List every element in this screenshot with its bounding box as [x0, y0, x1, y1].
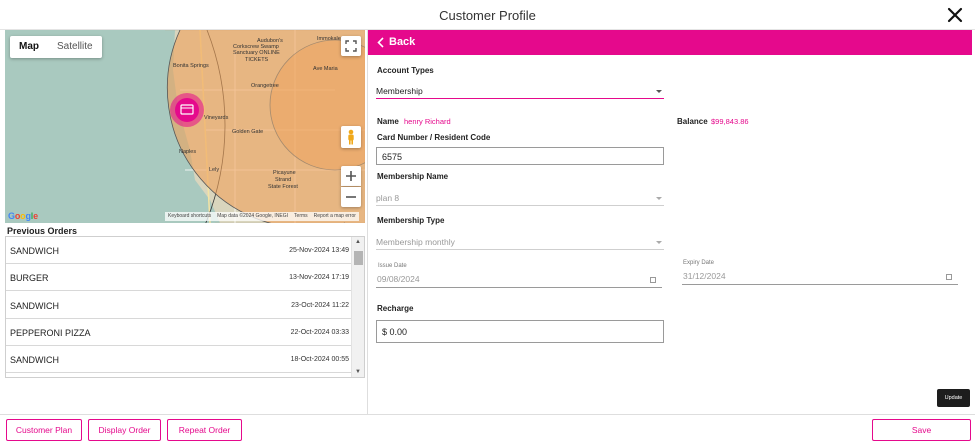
google-logo: Google: [8, 211, 38, 221]
order-row[interactable]: BURGER 13-Nov-2024 17:19: [6, 264, 351, 292]
terms-link[interactable]: Terms: [294, 213, 308, 219]
membership-name-value: plan 8: [376, 193, 400, 203]
map-label: Orangetree: [251, 83, 279, 89]
membership-type-label: Membership Type: [377, 216, 445, 225]
scrollbar-thumb[interactable]: [354, 251, 363, 265]
customer-plan-button[interactable]: Customer Plan: [6, 419, 82, 441]
back-label: Back: [389, 36, 416, 48]
dropdown-caret-icon: [656, 241, 662, 244]
previous-orders-title: Previous Orders: [7, 226, 78, 236]
calendar-icon[interactable]: [650, 277, 656, 283]
order-row[interactable]: PEPPERONI PIZZA 22-Oct-2024 03:33: [6, 319, 351, 346]
map-attribution: Keyboard shortcuts Map data ©2024 Google…: [165, 212, 359, 221]
plus-icon: [346, 171, 356, 181]
display-order-button[interactable]: Display Order: [88, 419, 161, 441]
satellite-tab[interactable]: Satellite: [57, 41, 93, 52]
scroll-down-icon[interactable]: ▼: [355, 369, 361, 375]
card-number-input[interactable]: 6575: [376, 147, 664, 165]
account-type-select[interactable]: Membership: [376, 83, 664, 99]
expiry-date-value: 31/12/2024: [683, 271, 726, 281]
membership-type-select[interactable]: Membership monthly: [376, 234, 664, 250]
issue-date-value: 09/08/2024: [377, 274, 420, 284]
map-label: Lely: [209, 167, 220, 173]
recharge-label: Recharge: [377, 304, 414, 313]
calendar-icon[interactable]: [946, 274, 952, 280]
order-date: 25-Nov-2024 13:49: [289, 247, 349, 254]
order-date: 13-Nov-2024 17:19: [289, 274, 349, 282]
back-button[interactable]: Back: [368, 30, 972, 55]
report-map-error-link[interactable]: Report a map error: [313, 213, 356, 219]
map-label: Audubon's: [257, 38, 283, 44]
modal-header: Customer Profile: [0, 0, 975, 30]
map-data-text: Map data ©2024 Google, INEGI: [217, 213, 289, 219]
order-item-name: SANDWICH: [10, 300, 59, 311]
map-label: Strand: [275, 177, 292, 183]
fullscreen-icon: [345, 40, 357, 52]
fullscreen-button[interactable]: [341, 36, 361, 56]
order-date: 23-Oct-2024 11:22: [291, 301, 349, 309]
order-row[interactable]: SANDWICH 23-Oct-2024 11:22: [6, 292, 351, 319]
minus-icon: [346, 196, 356, 198]
map-label: Golden Gate: [232, 129, 264, 135]
close-icon[interactable]: [945, 5, 965, 25]
card-number-label: Card Number / Resident Code: [377, 133, 491, 142]
zoom-in-button[interactable]: [341, 166, 361, 186]
vertical-divider: [367, 30, 368, 414]
map-label: Corkscrew Swamp: [233, 44, 279, 50]
previous-orders-list: ▲ ▼ SANDWICH 25-Nov-2024 13:49 BURGER 13-No…: [5, 236, 365, 378]
modal-title: Customer Profile: [439, 8, 536, 23]
name-label: Name: [377, 117, 399, 126]
pegman-icon: [348, 129, 354, 145]
map-terrain: [5, 30, 365, 223]
map-label: Bonita Springs: [173, 63, 209, 69]
street-view-button[interactable]: [341, 126, 361, 148]
dropdown-caret-icon: [656, 90, 662, 93]
orders-scrollbar[interactable]: ▲ ▼: [351, 237, 364, 377]
order-row[interactable]: SANDWICH 18-Oct-2024 00:55: [6, 346, 351, 374]
order-item-name: SANDWICH: [10, 246, 59, 256]
expiry-date-input[interactable]: 31/12/2024: [682, 269, 958, 285]
save-button[interactable]: Save: [872, 419, 971, 441]
expiry-date-label: Expiry Date: [683, 260, 715, 266]
keyboard-shortcuts-link[interactable]: Keyboard shortcuts: [168, 213, 212, 219]
order-item-name: SANDWICH: [10, 355, 59, 366]
chevron-left-icon: [377, 37, 384, 48]
map-label: Naples: [179, 149, 197, 155]
recharge-value: $ 0.00: [382, 327, 408, 337]
scroll-up-icon[interactable]: ▲: [355, 239, 361, 245]
map-tab[interactable]: Map: [19, 41, 39, 52]
issue-date-input[interactable]: 09/08/2024: [376, 272, 662, 288]
map-label: TICKETS: [245, 57, 269, 63]
map-label: State Forest: [268, 184, 298, 190]
balance-value: $99,843.86: [711, 117, 749, 126]
membership-type-value: Membership monthly: [376, 237, 455, 247]
map-label: Picayune: [273, 170, 296, 176]
balance-label: Balance: [677, 117, 708, 126]
order-item-name: PEPPERONI PIZZA: [10, 327, 91, 338]
order-date: 22-Oct-2024 03:33: [290, 328, 349, 336]
account-type-value: Membership: [376, 86, 423, 96]
dropdown-caret-icon: [656, 197, 662, 200]
membership-name-select[interactable]: plan 8: [376, 190, 664, 206]
map-view[interactable]: Audubon's Corkscrew Swamp Sanctuary ONLI…: [5, 30, 365, 223]
footer-divider: [0, 414, 975, 415]
customer-name: henry Richard: [404, 117, 451, 126]
membership-name-label: Membership Name: [377, 172, 449, 181]
map-label: Sanctuary ONLINE: [233, 50, 280, 56]
issue-date-label: Issue Date: [378, 263, 407, 269]
recharge-input[interactable]: $ 0.00: [376, 320, 664, 343]
repeat-order-button[interactable]: Repeat Order: [167, 419, 242, 441]
zoom-out-button[interactable]: [341, 187, 361, 207]
map-type-toggle: Map Satellite: [10, 36, 102, 58]
order-date: 18-Oct-2024 00:55: [290, 356, 349, 364]
map-label: Immokalee: [317, 36, 344, 42]
order-row[interactable]: SANDWICH 25-Nov-2024 13:49: [6, 237, 351, 264]
map-label: Vineyards: [204, 115, 229, 121]
update-button[interactable]: Update: [937, 389, 970, 407]
map-label: Ave Maria: [313, 66, 338, 72]
account-types-label: Account Types: [377, 66, 434, 75]
card-number-value: 6575: [382, 152, 403, 162]
order-item-name: BURGER: [10, 273, 49, 284]
